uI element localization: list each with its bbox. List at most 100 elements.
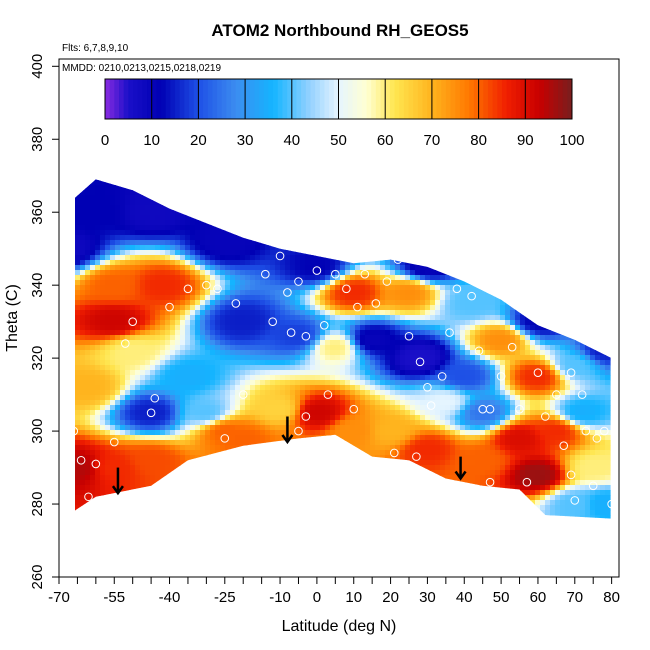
field-cell	[235, 300, 241, 306]
field-cell	[165, 210, 171, 216]
field-cell	[135, 179, 141, 181]
field-cell	[145, 255, 151, 261]
field-cell	[100, 270, 106, 276]
field-cell	[415, 370, 421, 376]
field-cell	[180, 195, 186, 201]
field-cell	[420, 390, 426, 396]
field-cell	[125, 230, 131, 236]
field-cell	[235, 295, 241, 301]
field-cell	[245, 495, 251, 501]
field-cell	[270, 205, 276, 211]
field-cell	[300, 465, 306, 471]
field-cell	[370, 465, 376, 471]
field-cell	[90, 440, 96, 446]
field-cell	[280, 275, 286, 281]
field-cell	[310, 290, 316, 296]
field-cell	[400, 465, 406, 471]
field-cell	[405, 340, 411, 346]
field-cell	[215, 515, 221, 519]
field-cell	[330, 240, 336, 246]
field-cell	[75, 235, 81, 241]
field-cell	[225, 205, 231, 211]
field-cell	[150, 200, 156, 206]
field-cell	[345, 505, 351, 511]
field-cell	[320, 425, 326, 431]
field-cell	[190, 425, 196, 431]
field-cell	[155, 240, 161, 246]
field-cell	[345, 185, 351, 191]
field-cell	[170, 330, 176, 336]
field-cell	[405, 480, 411, 486]
field-cell	[250, 330, 256, 336]
field-cell	[125, 380, 131, 386]
field-cell	[250, 435, 256, 441]
field-cell	[365, 465, 371, 471]
field-cell	[280, 470, 286, 476]
field-cell	[100, 465, 106, 471]
field-cell	[90, 230, 96, 236]
field-cell	[205, 179, 211, 181]
field-cell	[275, 260, 281, 266]
field-cell	[225, 290, 231, 296]
field-cell	[275, 440, 281, 446]
field-cell	[305, 320, 311, 326]
field-cell	[310, 240, 316, 246]
field-cell	[375, 425, 381, 431]
field-cell	[145, 515, 151, 519]
field-cell	[395, 410, 401, 416]
field-cell	[400, 240, 406, 246]
field-cell	[170, 475, 176, 481]
field-cell	[365, 195, 371, 201]
field-cell	[395, 430, 401, 436]
field-cell	[410, 465, 416, 471]
field-cell	[205, 380, 211, 386]
field-cell	[320, 240, 326, 246]
field-cell	[385, 265, 391, 271]
field-cell	[180, 415, 186, 421]
field-cell	[165, 355, 171, 361]
field-cell	[170, 215, 176, 221]
field-cell	[370, 505, 376, 511]
field-cell	[165, 235, 171, 241]
field-cell	[300, 260, 306, 266]
field-cell	[315, 300, 321, 306]
field-cell	[400, 350, 406, 356]
field-cell	[420, 405, 426, 411]
field-cell	[375, 179, 381, 181]
field-cell	[345, 205, 351, 211]
field-cell	[105, 450, 111, 456]
field-cell	[140, 365, 146, 371]
field-cell	[160, 400, 166, 406]
field-cell	[205, 355, 211, 361]
field-cell	[180, 455, 186, 461]
field-cell	[375, 500, 381, 506]
field-cell	[140, 200, 146, 206]
field-cell	[365, 240, 371, 246]
field-cell	[235, 400, 241, 406]
field-cell	[415, 325, 421, 331]
field-cell	[380, 200, 386, 206]
field-cell	[110, 405, 116, 411]
field-cell	[120, 365, 126, 371]
field-cell	[400, 520, 406, 526]
field-cell	[360, 375, 366, 381]
field-cell	[75, 190, 81, 196]
field-cell	[325, 290, 331, 296]
field-cell	[420, 485, 426, 491]
field-cell	[390, 355, 396, 361]
field-cell	[285, 260, 291, 266]
field-cell	[330, 345, 336, 351]
field-cell	[135, 455, 141, 461]
field-cell	[135, 335, 141, 341]
field-cell	[85, 320, 91, 326]
field-cell	[390, 210, 396, 216]
field-cell	[120, 495, 126, 501]
field-cell	[205, 370, 211, 376]
field-cell	[315, 330, 321, 336]
field-cell	[275, 235, 281, 241]
field-cell	[400, 440, 406, 446]
field-cell	[365, 215, 371, 221]
field-cell	[325, 315, 331, 321]
field-cell	[390, 365, 396, 371]
field-cell	[355, 360, 361, 366]
